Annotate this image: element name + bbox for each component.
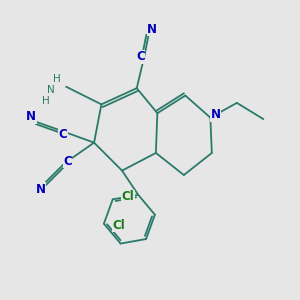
Text: N: N [26, 110, 36, 123]
Text: C: C [136, 50, 145, 63]
Text: Cl: Cl [122, 190, 134, 203]
Text: H: H [53, 74, 61, 84]
Text: Cl: Cl [113, 219, 126, 232]
Text: N: N [211, 108, 221, 121]
Text: N: N [35, 183, 46, 196]
Text: N: N [147, 23, 157, 36]
Text: N: N [47, 85, 55, 95]
Text: H: H [42, 96, 49, 106]
Text: C: C [59, 128, 68, 141]
Text: C: C [63, 155, 72, 168]
